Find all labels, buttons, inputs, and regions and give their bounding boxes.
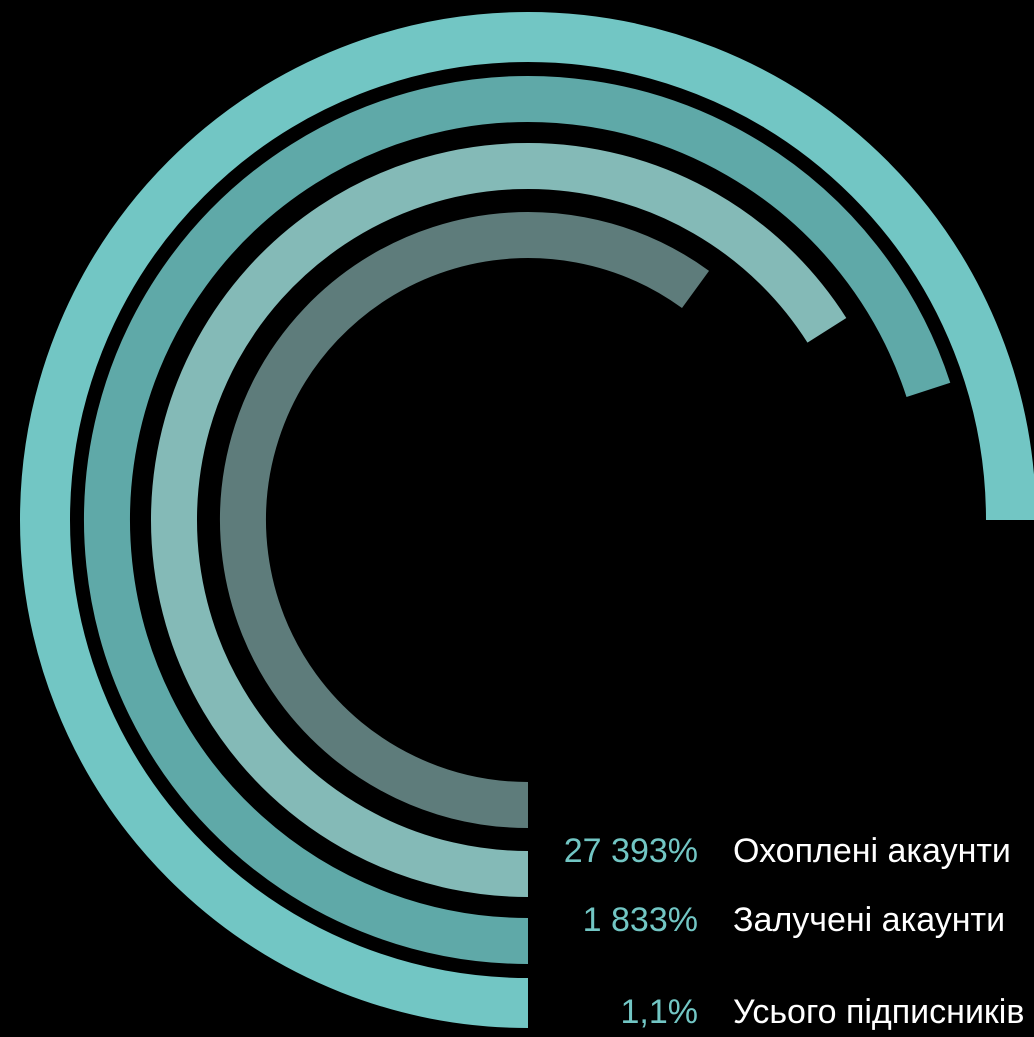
radial-bar-4 [20,12,1034,1028]
radial-bar-3 [84,76,951,964]
series-name-label: Усього підписників [733,993,1024,1031]
series-name-label: Залучені акаунти [733,901,1005,939]
series-value-label: 1,1% [621,993,699,1031]
radial-bar-1 [220,212,710,828]
radial-bar-2 [151,143,847,897]
series-value-label: 1 833% [583,901,698,939]
series-name-label: Охоплені акаунти [733,832,1011,870]
series-value-label: 27 393% [564,832,698,870]
